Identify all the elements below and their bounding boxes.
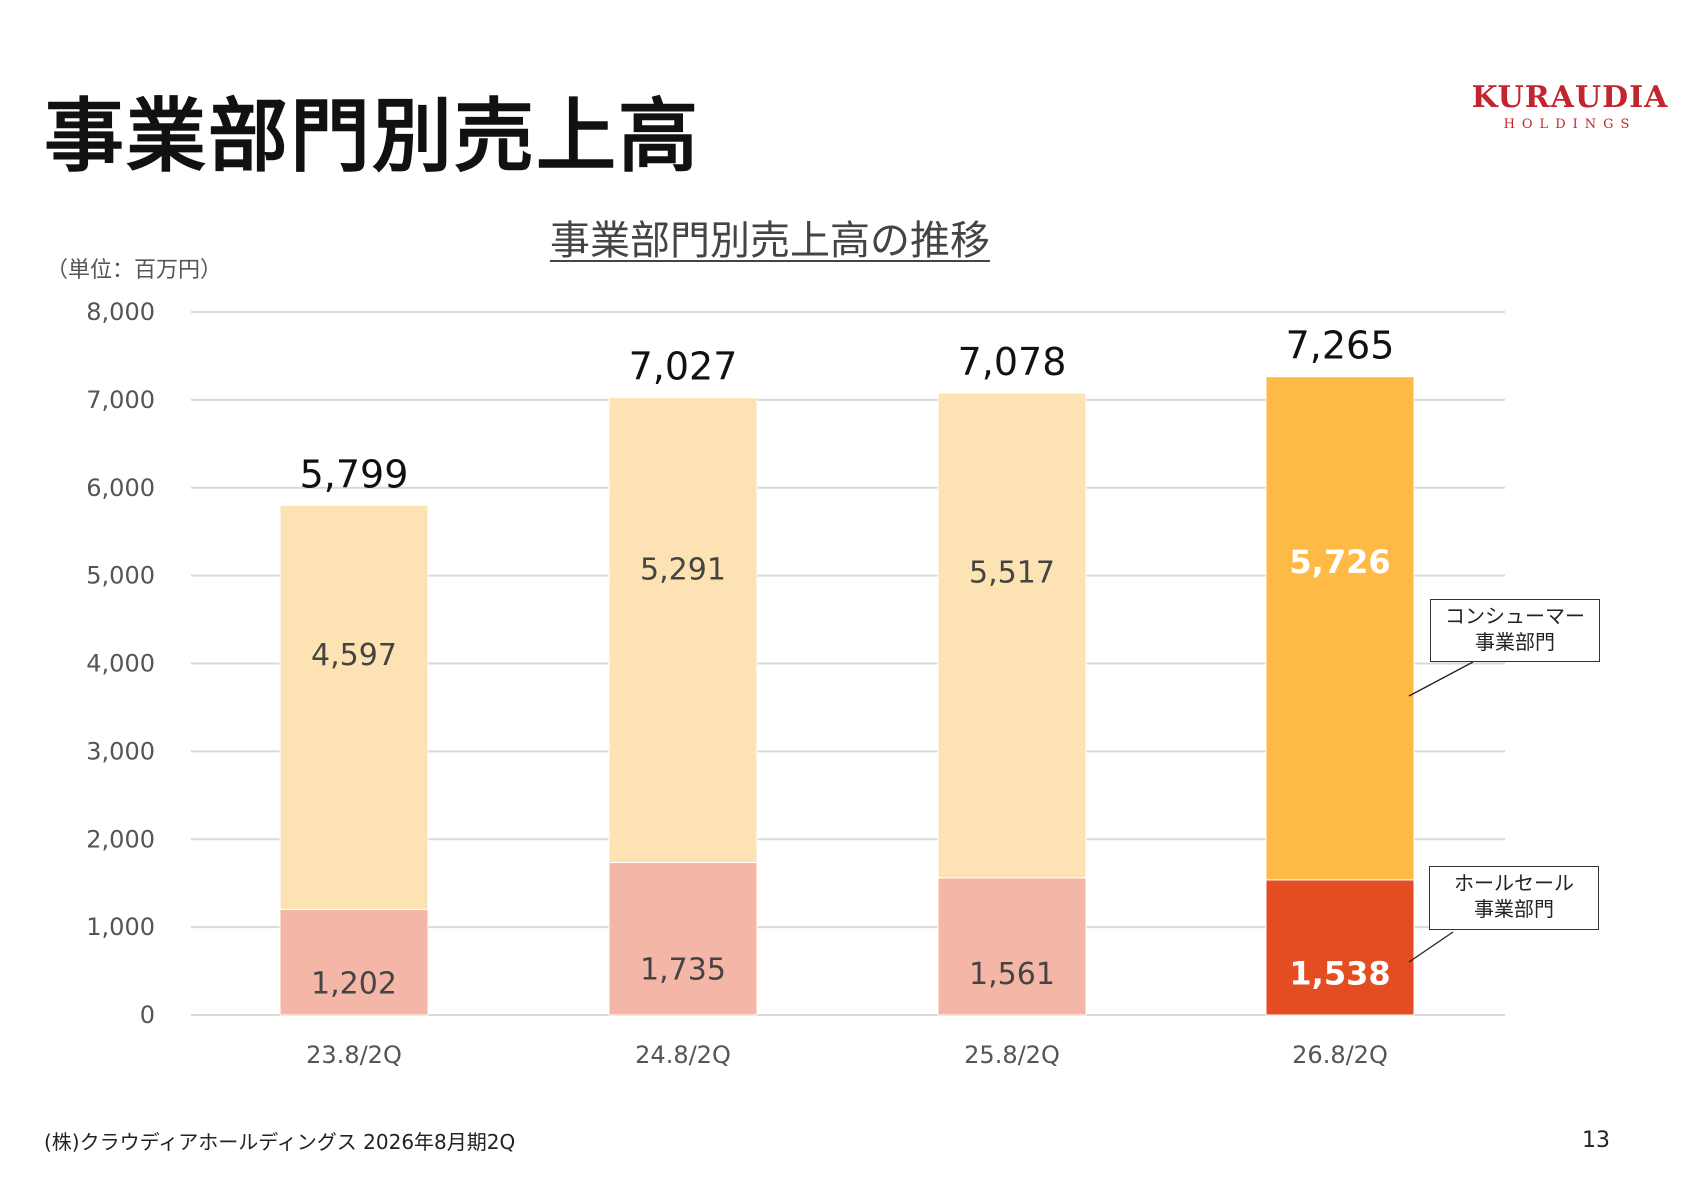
bar-segment	[608, 862, 758, 1016]
bar-segment	[279, 908, 429, 1016]
legend-consumer-line2: 事業部門	[1475, 630, 1555, 654]
callout-leader-consumer	[1408, 661, 1474, 697]
data-label: 1,735	[640, 952, 726, 987]
logo-subtext: HOLDINGS	[1503, 117, 1637, 132]
data-label: 1,538	[1289, 954, 1390, 992]
footer-company: (株)クラウディアホールディングス 2026年8月期2Q	[44, 1130, 516, 1154]
legend-wholesale-line1: ホールセール	[1454, 871, 1574, 895]
data-label: 5,517	[969, 555, 1055, 590]
data-label: 1,202	[311, 966, 397, 1001]
total-label: 7,265	[1286, 324, 1395, 368]
data-label: 1,561	[969, 957, 1055, 992]
x-tick-label: 23.8/2Q	[306, 1041, 402, 1069]
legend-consumer-line1: コンシューマー	[1445, 604, 1585, 628]
bar-segment	[1265, 376, 1415, 881]
y-tick-label: 4,000	[86, 650, 155, 678]
bar-segment	[937, 392, 1087, 879]
data-label: 5,291	[640, 553, 726, 588]
company-logo: KURAUDIA HOLDINGS	[1470, 80, 1670, 132]
y-tick-label: 2,000	[86, 825, 155, 853]
y-tick-label: 1,000	[86, 913, 155, 941]
y-tick-label: 6,000	[86, 474, 155, 502]
page-title: 事業部門別売上高	[44, 90, 700, 183]
x-tick-label: 26.8/2Q	[1292, 1041, 1388, 1069]
x-tick-label: 25.8/2Q	[964, 1041, 1060, 1069]
y-tick-label: 8,000	[86, 298, 155, 326]
page-number: 13	[1582, 1128, 1610, 1153]
callout-leader-wholesale	[1408, 931, 1454, 963]
data-label: 4,597	[311, 638, 397, 673]
legend-callout-consumer: コンシューマー 事業部門	[1430, 599, 1600, 662]
bar-segment	[937, 877, 1087, 1016]
y-tick-label: 5,000	[86, 562, 155, 590]
legend-callout-wholesale: ホールセール 事業部門	[1429, 866, 1599, 930]
x-tick-label: 24.8/2Q	[635, 1041, 731, 1069]
y-tick-label: 3,000	[86, 737, 155, 765]
bar-segment	[279, 504, 429, 910]
logo-text: KURAUDIA	[1471, 80, 1669, 115]
legend-wholesale-line2: 事業部門	[1474, 897, 1554, 921]
bar-segment	[1265, 879, 1415, 1016]
total-label: 7,027	[629, 345, 738, 389]
y-tick-label: 0	[140, 1001, 155, 1029]
y-tick-label: 7,000	[86, 386, 155, 414]
total-label: 7,078	[958, 340, 1067, 384]
chart-title: 事業部門別売上高の推移	[550, 218, 990, 264]
bar-segment	[608, 397, 758, 864]
total-label: 5,799	[300, 452, 409, 496]
data-label: 5,726	[1289, 543, 1390, 581]
unit-label: （単位：百万円）	[46, 258, 223, 283]
